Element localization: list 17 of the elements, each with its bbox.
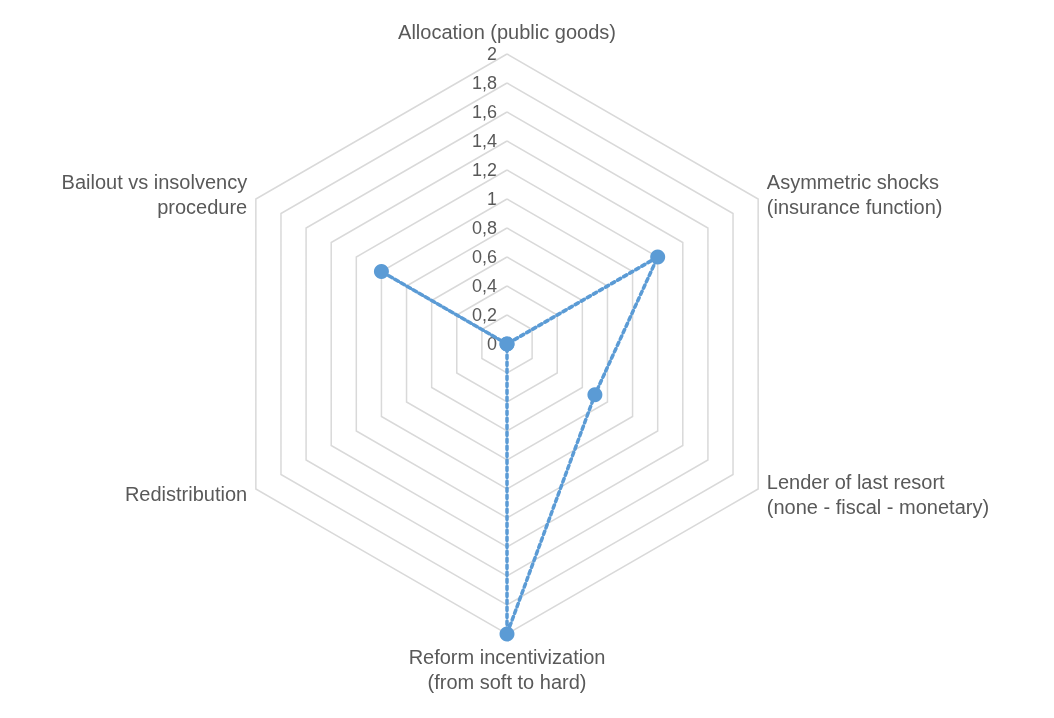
y-tick-label: 1,8 — [471, 73, 497, 93]
y-tick-label: 0,2 — [471, 305, 497, 325]
y-tick-label: 1,4 — [471, 131, 497, 151]
y-tick-label: 1,6 — [471, 102, 497, 122]
y-tick-label: 0 — [486, 334, 497, 354]
spoke-label: Bailout vs insolvency procedure — [61, 170, 248, 218]
y-tick-label: 0,4 — [471, 276, 497, 296]
spoke-label: Reform incentivization (from soft to hard) — [408, 645, 606, 693]
y-tick-label: 2 — [486, 44, 497, 64]
y-tick-label: 0,8 — [471, 218, 497, 238]
spoke-label: Redistribution — [124, 483, 248, 505]
spoke-label: Asymmetric shocks (insurance function) — [766, 170, 943, 218]
spoke-label: Allocation (public goods) — [398, 20, 616, 43]
y-tick-label: 1 — [486, 189, 497, 209]
spoke-label: Lender of last resort (none - fiscal - monetary) — [766, 470, 990, 518]
y-tick-label: 0,6 — [471, 247, 497, 267]
y-tick-label: 1,2 — [471, 160, 497, 180]
